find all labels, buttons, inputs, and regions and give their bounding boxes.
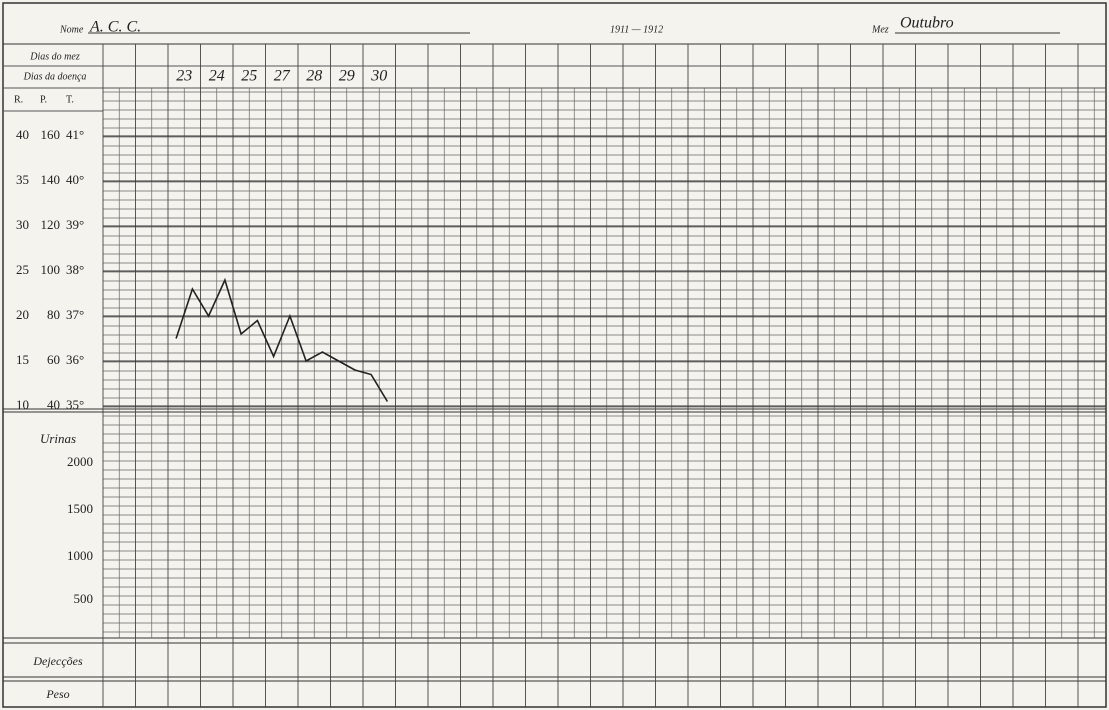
t-label: T. [66,94,74,105]
p-tick-label: 120 [41,217,61,232]
month-label: Mez [871,24,889,35]
t-tick-label: 35° [66,397,84,412]
name: A. C. C. [89,19,141,36]
day-label: 24 [209,68,225,85]
days-of-illness-label: Dias da doença [23,71,87,82]
t-tick-label: 36° [66,352,84,367]
r-tick-label: 25 [16,262,29,277]
r-tick-label: 35 [16,172,29,187]
day-label: 27 [274,68,291,85]
t-tick-label: 37° [66,307,84,322]
month: Outubro [900,15,954,32]
urine-tick-label: 500 [74,591,94,606]
grid [3,43,1106,707]
p-tick-label: 160 [41,127,61,142]
dejections-label: Dejecções [32,654,83,668]
r-tick-label: 10 [16,397,29,412]
urine-tick-label: 1500 [67,501,93,516]
r-tick-label: 40 [16,127,29,142]
urine-tick-label: 1000 [67,548,93,563]
r-tick-label: 30 [16,217,29,232]
years: 1911 — 1912 [610,24,663,35]
t-tick-label: 39° [66,217,84,232]
r-label: R. [14,94,23,105]
p-tick-label: 40 [47,397,60,412]
r-tick-label: 20 [16,307,29,322]
urine-tick-label: 2000 [67,454,93,469]
p-tick-label: 60 [47,352,60,367]
day-label: 23 [176,68,192,85]
day-label: 28 [306,68,322,85]
p-label: P. [40,94,47,105]
temperature-line [175,277,389,402]
t-tick-label: 38° [66,262,84,277]
days-of-month-label: Dias do mez [29,51,80,62]
name-label: Nome [59,24,84,35]
t-tick-label: 40° [66,172,84,187]
day-label: 29 [339,68,355,85]
p-tick-label: 100 [41,262,61,277]
p-tick-label: 80 [47,307,60,322]
weight-label: Peso [45,687,69,701]
r-tick-label: 15 [16,352,29,367]
day-label: 25 [241,68,257,85]
t-tick-label: 41° [66,127,84,142]
urine-label: Urinas [40,431,76,446]
p-tick-label: 140 [41,172,61,187]
day-label: 30 [370,68,387,85]
